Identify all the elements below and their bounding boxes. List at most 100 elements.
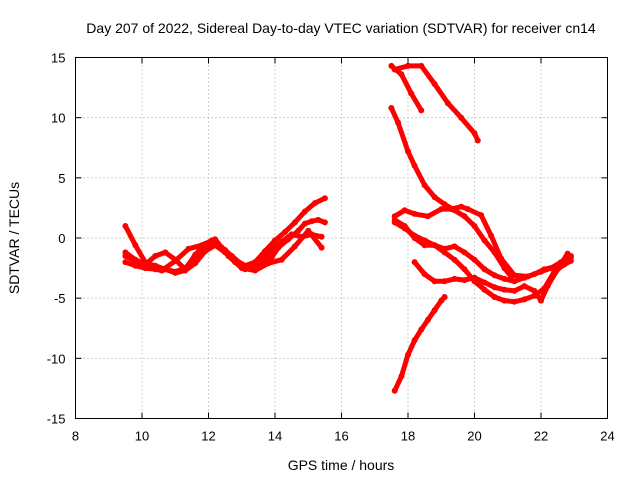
- y-tick-label: 5: [58, 171, 65, 186]
- data-series: [122, 62, 574, 394]
- data-point: [458, 114, 465, 121]
- data-point: [471, 223, 478, 229]
- data-point: [122, 223, 129, 229]
- data-point: [411, 210, 418, 217]
- data-point: [132, 262, 139, 269]
- data-point: [461, 277, 468, 284]
- data-point: [448, 206, 455, 213]
- x-axis-label: GPS time / hours: [288, 457, 395, 473]
- data-point: [567, 257, 574, 264]
- data-point: [418, 62, 425, 69]
- data-point: [538, 297, 544, 304]
- data-point: [321, 219, 328, 226]
- data-point: [401, 207, 408, 214]
- data-point: [411, 162, 418, 169]
- x-tick-label: 16: [334, 429, 348, 444]
- data-point: [541, 266, 548, 273]
- data-point: [268, 254, 275, 261]
- data-point: [295, 227, 302, 234]
- data-point: [441, 201, 448, 208]
- data-point: [564, 250, 571, 257]
- data-point: [511, 298, 518, 305]
- data-point: [301, 220, 308, 227]
- data-point: [262, 254, 268, 261]
- data-point: [481, 286, 488, 293]
- data-point: [145, 265, 152, 272]
- data-point: [421, 237, 428, 244]
- data-point: [488, 232, 495, 239]
- data-point: [421, 182, 428, 189]
- data-point: [474, 137, 481, 144]
- data-point: [431, 242, 438, 249]
- data-point: [172, 269, 179, 276]
- data-point: [521, 274, 528, 281]
- data-point: [252, 267, 259, 274]
- data-point: [441, 278, 448, 285]
- data-point: [481, 266, 488, 273]
- data-point: [501, 275, 508, 282]
- y-axis-label: SDTVAR / TECUs: [6, 182, 22, 294]
- series-track-6: [392, 63, 481, 143]
- data-point: [431, 307, 438, 314]
- y-tick-labels: 15 10 5 0 -5 -10 -15: [47, 51, 66, 427]
- x-tick-label: 8: [72, 429, 79, 444]
- data-point: [288, 231, 295, 238]
- data-point: [511, 278, 518, 285]
- data-point: [405, 62, 411, 69]
- data-point: [162, 249, 169, 256]
- data-point: [395, 119, 401, 126]
- data-point: [172, 257, 179, 264]
- data-point: [554, 266, 561, 273]
- data-point: [202, 248, 209, 255]
- data-point: [481, 279, 488, 286]
- y-tick-label: -5: [54, 291, 66, 306]
- series-track-5: [388, 63, 424, 113]
- data-point: [425, 316, 431, 323]
- data-point: [132, 242, 139, 249]
- data-point: [122, 259, 129, 266]
- y-tick-label: 15: [51, 51, 65, 66]
- data-point: [408, 90, 415, 97]
- data-point: [278, 238, 285, 245]
- data-point: [315, 216, 322, 223]
- x-tick-label: 12: [201, 429, 215, 444]
- data-point: [318, 244, 325, 251]
- data-point: [391, 219, 398, 226]
- series-track-4: [122, 223, 325, 273]
- y-tick-label: 10: [51, 111, 65, 126]
- data-point: [471, 130, 478, 137]
- data-point: [444, 100, 451, 107]
- data-point: [198, 242, 205, 249]
- data-point: [411, 259, 418, 266]
- data-point: [438, 206, 445, 213]
- data-point: [291, 219, 298, 226]
- data-point: [431, 278, 438, 285]
- data-point: [398, 373, 405, 380]
- data-point: [212, 236, 219, 243]
- data-point: [461, 213, 468, 220]
- data-point: [182, 267, 189, 274]
- data-point: [405, 148, 411, 155]
- data-point: [272, 237, 278, 244]
- data-point: [405, 351, 411, 358]
- data-point: [318, 233, 325, 240]
- data-point: [531, 271, 538, 278]
- data-point: [451, 256, 458, 263]
- x-tick-label: 10: [135, 429, 149, 444]
- data-point: [461, 249, 468, 256]
- data-point: [421, 271, 428, 278]
- data-point: [225, 253, 232, 259]
- data-point: [388, 105, 395, 111]
- x-tick-label: 20: [467, 429, 481, 444]
- data-point: [401, 225, 408, 232]
- data-point: [451, 243, 458, 250]
- y-tick-label: -15: [47, 412, 66, 427]
- data-point: [531, 287, 538, 294]
- data-point: [431, 81, 438, 87]
- data-point: [321, 195, 328, 202]
- y-tick-label: -10: [47, 351, 66, 366]
- data-point: [478, 212, 485, 219]
- data-point: [411, 232, 418, 239]
- data-point: [431, 194, 438, 201]
- data-point: [185, 245, 192, 252]
